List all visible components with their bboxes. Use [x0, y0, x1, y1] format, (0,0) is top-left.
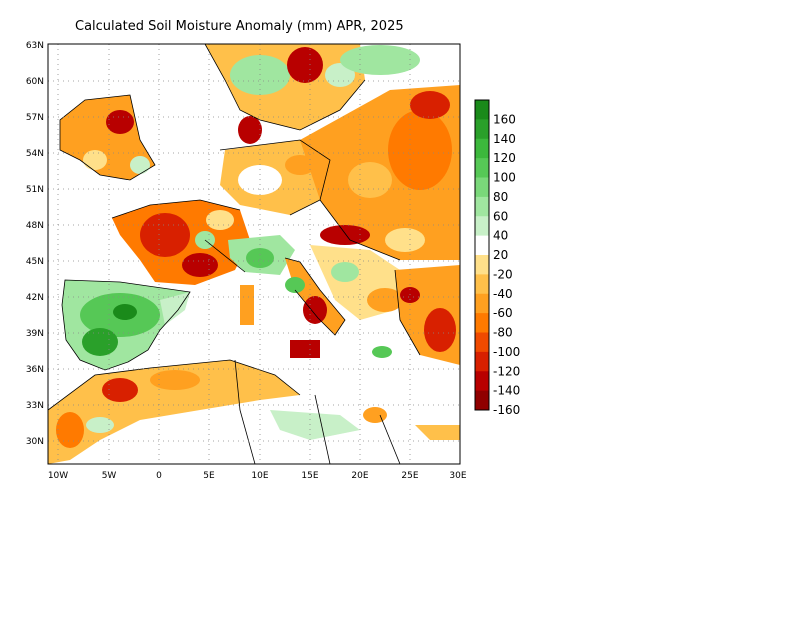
colorbar: 160 140 120 100 80 60 40 20 -20 -40 -60 -80 -100 -120… — [474, 99, 520, 417]
colorbar-swatch — [475, 119, 489, 140]
colorbar-swatch — [475, 371, 489, 392]
plot-frame — [47, 43, 461, 465]
colorbar-swatch — [475, 216, 489, 237]
lat-label: 39N — [26, 329, 44, 339]
lat-label: 30N — [26, 437, 44, 447]
colorbar-label: -20 — [493, 267, 513, 281]
colorbar-label: -100 — [493, 345, 520, 359]
lon-label: 10W — [48, 471, 68, 481]
colorbar-label: -40 — [493, 287, 513, 301]
colorbar-label: -120 — [493, 364, 520, 378]
colorbar-label: 160 — [493, 112, 516, 126]
lon-label: 0 — [156, 471, 162, 481]
colorbar-label: 120 — [493, 151, 516, 165]
colorbar-swatch — [475, 255, 489, 275]
colorbar-swatch — [475, 100, 489, 120]
colorbar-swatch — [475, 158, 489, 178]
lat-label: 54N — [26, 149, 44, 159]
colorbar-swatch — [475, 196, 489, 217]
lat-label: 42N — [26, 293, 44, 303]
colorbar-swatch — [475, 313, 489, 333]
colorbar-label: 40 — [493, 229, 508, 243]
lon-labels: 10W 5W 0 5E 10E 15E 20E 25E 30E — [48, 471, 467, 481]
lat-labels: 63N 60N 57N 54N 51N 48N 45N 42N 39N 36N … — [26, 41, 44, 447]
lat-label: 51N — [26, 185, 44, 195]
map-title: Calculated Soil Moisture Anomaly (mm) AP… — [75, 19, 404, 34]
colorbar-label: 100 — [493, 171, 516, 185]
colorbar-label: -140 — [493, 384, 520, 398]
colorbar-swatch — [475, 332, 489, 353]
colorbar-label: 80 — [493, 190, 508, 204]
lat-label: 48N — [26, 221, 44, 231]
lat-label: 45N — [26, 257, 44, 267]
anomaly-field — [48, 44, 460, 464]
colorbar-label: -80 — [493, 326, 513, 340]
lat-label: 63N — [26, 41, 44, 51]
colorbar-swatch — [475, 390, 489, 411]
lon-label: 25E — [401, 471, 418, 481]
lat-label: 36N — [26, 365, 44, 375]
colorbar-swatch — [475, 138, 489, 159]
lon-label: 5W — [102, 471, 117, 481]
lon-label: 10E — [251, 471, 268, 481]
colorbar-label: 140 — [493, 132, 516, 146]
colorbar-swatch — [475, 293, 489, 314]
lon-label: 15E — [301, 471, 318, 481]
colorbar-label: -160 — [493, 403, 520, 417]
colorbar-swatch — [475, 274, 489, 295]
colorbar-frame — [474, 99, 490, 411]
lat-label: 60N — [26, 77, 44, 87]
lon-label: 20E — [351, 471, 368, 481]
lat-label: 57N — [26, 113, 44, 123]
colorbar-swatch — [475, 235, 489, 256]
colorbar-label: 60 — [493, 209, 508, 223]
colorbar-swatch — [475, 177, 489, 198]
lon-label: 5E — [203, 471, 215, 481]
colorbar-label: -60 — [493, 306, 513, 320]
lat-label: 33N — [26, 401, 44, 411]
lon-label: 30E — [449, 471, 466, 481]
colorbar-swatch — [475, 351, 489, 372]
colorbar-label: 20 — [493, 248, 508, 262]
